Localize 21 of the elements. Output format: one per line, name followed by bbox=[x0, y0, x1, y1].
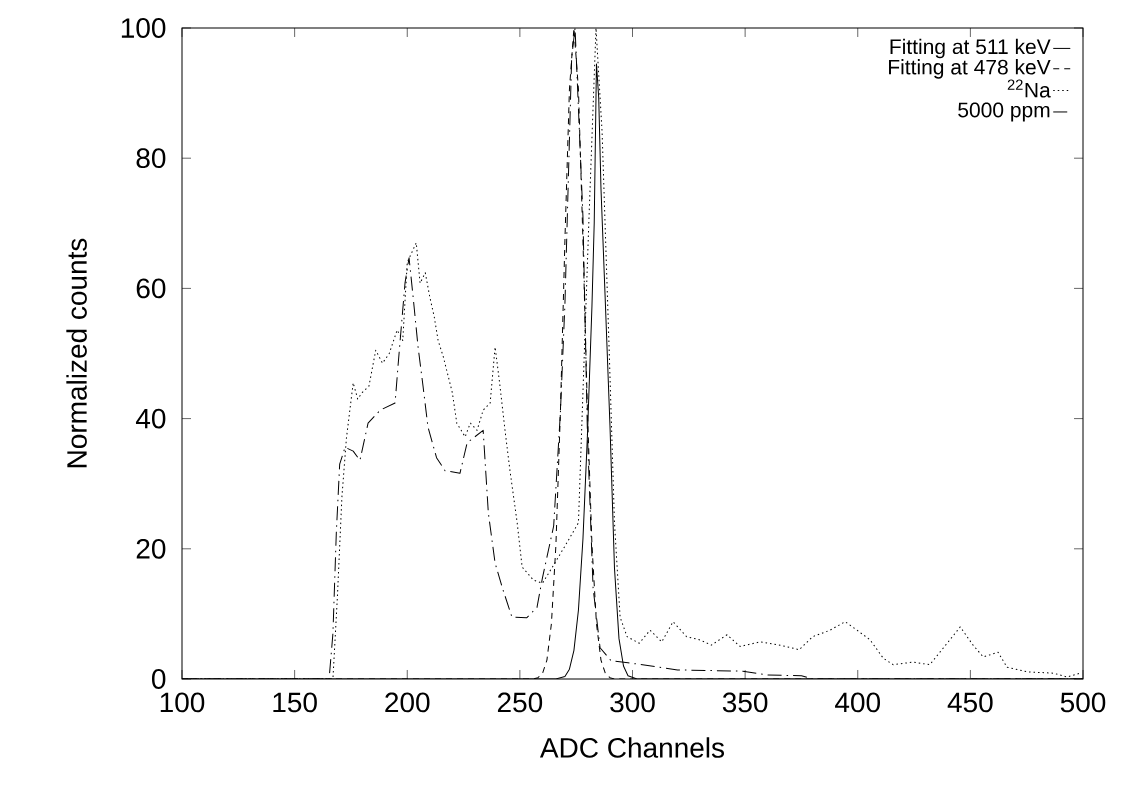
x-tick-label: 450 bbox=[947, 692, 993, 713]
x-tick-label: 250 bbox=[497, 692, 543, 713]
y-tick-label: 20 bbox=[136, 538, 166, 559]
x-axis-title: ADC Channels bbox=[539, 737, 725, 758]
y-tick-label: 80 bbox=[136, 148, 166, 169]
y-axis-title: Normalized counts bbox=[66, 238, 87, 468]
x-tick-label: 500 bbox=[1060, 692, 1106, 713]
legend-label: $^{22}$Na bbox=[1007, 79, 1051, 98]
y-tick-label: 60 bbox=[136, 278, 166, 299]
y-tick-label: 100 bbox=[121, 18, 166, 38]
legend-label: 5000 ppm bbox=[958, 102, 1050, 122]
y-tick-label: 0 bbox=[152, 669, 166, 689]
x-tick-label: 400 bbox=[835, 692, 881, 713]
legend-label: Fitting at 511 keV bbox=[890, 38, 1051, 59]
x-tick-label: 300 bbox=[610, 692, 655, 713]
y-tick-label: 40 bbox=[135, 408, 166, 429]
x-tick-label: 150 bbox=[273, 692, 317, 713]
x-tick-label: 100 bbox=[160, 692, 205, 713]
legend-label: Fitting at 478 keV bbox=[889, 59, 1051, 79]
x-tick-label: 200 bbox=[385, 692, 430, 713]
x-tick-label: 350 bbox=[722, 692, 768, 713]
